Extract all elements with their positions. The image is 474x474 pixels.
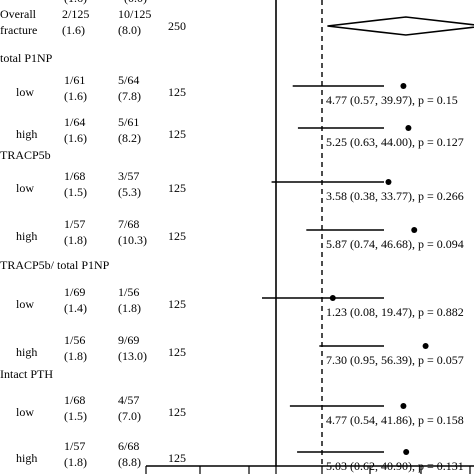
sample-size: 125 (168, 345, 186, 359)
pct-a: (1.4) (64, 301, 87, 315)
count-b: 10/125 (118, 7, 151, 21)
count-a: 1/57 (64, 439, 85, 453)
pct-b: (5.3) (118, 185, 141, 199)
pct-b: (8.2) (118, 131, 141, 145)
count-b: 6/68 (118, 439, 139, 453)
pct-b: (7.0) (118, 409, 141, 423)
point-estimate (385, 179, 392, 185)
count-a: 1/64 (64, 115, 85, 129)
pct-b: (8.8) (118, 455, 141, 469)
estimate-text: 3.58 (0.38, 33.77), p = 0.266 (326, 189, 464, 203)
row-label: high (16, 229, 37, 243)
row-label: low (16, 181, 34, 195)
group-title: total P1NP (0, 51, 53, 65)
estimate-text: 5.03 (0.62, 40.90), p = 0.131 (326, 459, 464, 473)
pct-b: (10.3) (118, 233, 147, 247)
count-b: 5/61 (118, 115, 139, 129)
count-b: 7/68 (118, 217, 139, 231)
pct-a: (1.8) (64, 233, 87, 247)
sample-size: 125 (168, 451, 186, 465)
sample-size: 125 (168, 181, 186, 195)
sample-size: 125 (168, 127, 186, 141)
point-estimate (411, 227, 418, 233)
pct-a: (1.6) (62, 23, 85, 37)
clipped-header-text: (0.0) (124, 0, 147, 5)
pct-b: (8.0) (118, 23, 141, 37)
count-a: 1/61 (64, 73, 85, 87)
row-label: fracture (0, 23, 37, 37)
count-b: 4/57 (118, 393, 139, 407)
estimate-text: 4.77 (0.57, 39.97), p = 0.15 (326, 93, 458, 107)
pct-a: (1.6) (64, 131, 87, 145)
point-estimate (329, 295, 336, 301)
effect-diamond (327, 16, 474, 36)
count-a: 2/125 (62, 7, 89, 21)
pct-b: (7.8) (118, 89, 141, 103)
count-a: 1/56 (64, 333, 85, 347)
pct-a: (1.5) (64, 185, 87, 199)
sample-size: 125 (168, 85, 186, 99)
point-estimate (403, 449, 410, 455)
count-a: 1/68 (64, 169, 85, 183)
pct-b: (1.8) (118, 301, 141, 315)
estimate-text: 7.30 (0.95, 56.39), p = 0.057 (326, 353, 464, 367)
pct-b: (13.0) (118, 349, 147, 363)
row-label: high (16, 451, 37, 465)
row-label: high (16, 127, 37, 141)
group-title: TRACP5b (0, 148, 51, 162)
count-a: 1/69 (64, 285, 85, 299)
pct-a: (1.8) (64, 455, 87, 469)
pct-a: (1.5) (64, 409, 87, 423)
point-estimate (400, 83, 407, 89)
estimate-text: 1.23 (0.08, 19.47), p = 0.882 (326, 305, 464, 319)
point-estimate (422, 343, 429, 349)
row-label: high (16, 345, 37, 359)
row-label: low (16, 85, 34, 99)
point-estimate (400, 403, 407, 409)
count-a: 1/68 (64, 393, 85, 407)
estimate-text: 5.25 (0.63, 44.00), p = 0.127 (326, 135, 464, 149)
row-label: low (16, 405, 34, 419)
count-a: 1/57 (64, 217, 85, 231)
count-b: 3/57 (118, 169, 139, 183)
count-b: 9/69 (118, 333, 139, 347)
sample-size: 250 (168, 19, 186, 33)
sample-size: 125 (168, 229, 186, 243)
clipped-header-text: (1.6) (64, 0, 87, 5)
pct-a: (1.6) (64, 89, 87, 103)
estimate-text: 4.77 (0.54, 41.86), p = 0.158 (326, 413, 464, 427)
point-estimate (405, 125, 412, 131)
pct-a: (1.8) (64, 349, 87, 363)
sample-size: 125 (168, 405, 186, 419)
count-b: 5/64 (118, 73, 139, 87)
sample-size: 125 (168, 297, 186, 311)
row-label: low (16, 297, 34, 311)
count-b: 1/56 (118, 285, 139, 299)
estimate-text: 5.87 (0.74, 46.68), p = 0.094 (326, 237, 464, 251)
group-title: Intact PTH (0, 367, 53, 381)
group-title: TRACP5b/ total P1NP (0, 258, 110, 272)
row-label: Overall (0, 7, 37, 21)
